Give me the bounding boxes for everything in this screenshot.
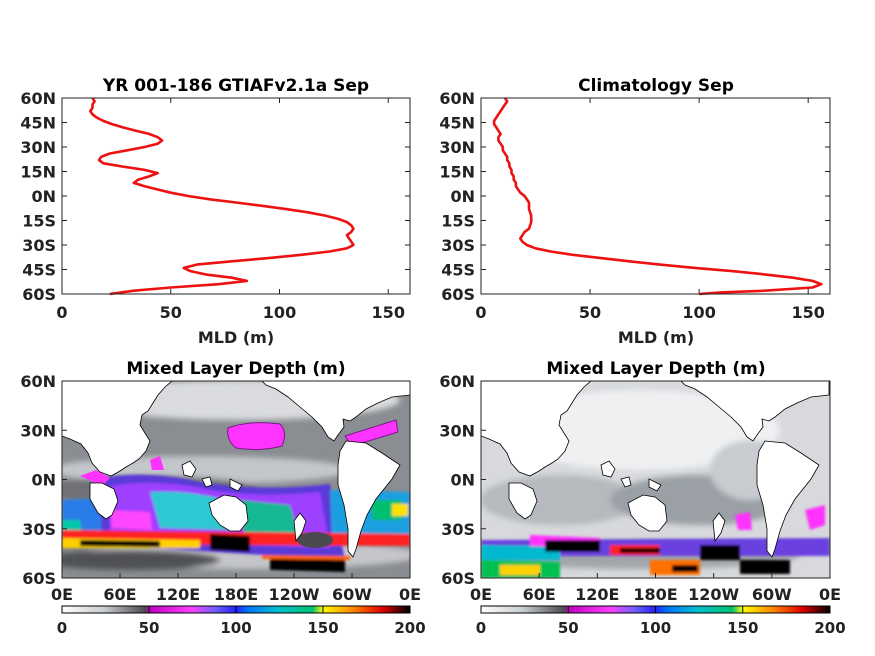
profile-left-x-ticks: 0 50 100 150 <box>56 98 405 322</box>
map-x-tick-label: 120W <box>268 585 319 604</box>
colorbar-tick-label: 200 <box>814 619 845 637</box>
x-tick-label: 0 <box>56 303 67 322</box>
colorbar-right-ticks: 0 50 100 150 200 <box>476 606 846 637</box>
y-tick-label: 15N <box>20 163 56 182</box>
map-x-tick-label: 0E <box>470 585 492 604</box>
y-tick-label: 15S <box>441 212 475 231</box>
y-tick-label: 15N <box>439 163 475 182</box>
map-right-field <box>481 381 830 578</box>
colorbar-tick-label: 0 <box>57 619 67 637</box>
profile-chart-right: Climatology Sep 60N45N30N15N0N15S30S45S6… <box>439 76 831 347</box>
colorbar-tick-label: 100 <box>640 619 671 637</box>
y-tick-label: 0N <box>450 187 475 206</box>
map-y-tick-label: 30S <box>22 520 56 539</box>
y-tick-label: 30S <box>441 236 475 255</box>
x-tick-label: 50 <box>579 303 601 322</box>
y-tick-label: 15S <box>22 212 56 231</box>
x-tick-label: 100 <box>263 303 296 322</box>
y-tick-label: 60S <box>441 285 475 304</box>
mld-profile-line <box>492 97 823 296</box>
map-left-title: Mixed Layer Depth (m) <box>126 359 345 379</box>
profile-left-xlabel: MLD (m) <box>198 328 274 347</box>
map-x-tick-label: 180E <box>214 585 258 604</box>
map-y-tick-label: 30N <box>20 421 56 440</box>
profile-left-frame <box>61 97 411 295</box>
map-x-tick-label: 60W <box>752 585 792 604</box>
profile-left-series <box>89 97 355 296</box>
colorbar-tick-label: 100 <box>220 619 251 637</box>
y-tick-label: 0N <box>31 187 56 206</box>
map-x-tick-label: 120W <box>688 585 739 604</box>
y-tick-label: 45S <box>441 261 475 280</box>
map-x-tick-label: 60W <box>332 585 372 604</box>
map-x-tick-label: 60E <box>523 585 556 604</box>
map-y-tick-label: 60S <box>22 569 56 588</box>
x-tick-label: 0 <box>475 303 486 322</box>
y-tick-label: 30N <box>439 138 475 157</box>
map-left-y-ticks: 60N 30N 0N 30S 60S <box>20 372 67 588</box>
colorbar-tick-label: 150 <box>727 619 758 637</box>
map-x-tick-label: 120E <box>156 585 200 604</box>
map-x-tick-label: 120E <box>575 585 619 604</box>
map-right-title: Mixed Layer Depth (m) <box>546 359 765 379</box>
colorbar-left-ticks: 0 50 100 150 200 <box>57 606 426 637</box>
map-y-tick-label: 30N <box>439 421 475 440</box>
map-x-tick-label: 0E <box>819 585 841 604</box>
profile-right-series <box>492 97 823 296</box>
profile-right-frame <box>480 97 831 295</box>
x-tick-label: 150 <box>372 303 405 322</box>
map-y-tick-label: 60N <box>439 372 475 391</box>
y-tick-label: 45N <box>20 114 56 133</box>
profile-right-title: Climatology Sep <box>578 76 734 96</box>
x-tick-label: 150 <box>791 303 824 322</box>
profile-right-x-ticks: 0 50 100 150 <box>475 98 825 322</box>
map-x-tick-label: 180E <box>633 585 677 604</box>
profile-right-y-ticks: 60N 45N 30N 15N 0N 15S 30S 45S 60S <box>439 89 830 304</box>
mld-map-left: Mixed Layer Depth (m) <box>20 359 421 604</box>
y-tick-label: 60N <box>20 89 56 108</box>
map-y-tick-label: 0N <box>31 471 56 490</box>
map-x-tick-label: 60E <box>103 585 136 604</box>
x-tick-label: 50 <box>160 303 182 322</box>
y-tick-label: 60S <box>22 285 56 304</box>
mld-profile-line <box>89 97 355 296</box>
map-left-x-ticks: 0E 60E 120E 180E 120W 60W 0E <box>51 573 421 604</box>
map-right-y-ticks: 60N 30N 0N 30S 60S <box>439 372 486 588</box>
x-tick-label: 100 <box>682 303 715 322</box>
map-right-x-ticks: 0E 60E 120E 180E 120W 60W 0E <box>470 573 841 604</box>
map-x-tick-label: 0E <box>51 585 73 604</box>
map-y-tick-label: 60S <box>441 569 475 588</box>
profile-right-xlabel: MLD (m) <box>618 328 694 347</box>
colorbar-right: 0 50 100 150 200 <box>476 605 846 637</box>
map-y-tick-label: 60N <box>20 372 56 391</box>
map-y-tick-label: 30S <box>441 520 475 539</box>
map-y-tick-label: 0N <box>450 471 475 490</box>
colorbar-tick-label: 0 <box>476 619 486 637</box>
profile-left-title: YR 001-186 GTIAFv2.1a Sep <box>102 76 369 96</box>
y-tick-label: 45N <box>439 114 475 133</box>
colorbar-tick-label: 50 <box>558 619 579 637</box>
y-tick-label: 60N <box>439 89 475 108</box>
map-x-tick-label: 0E <box>399 585 421 604</box>
profile-left-y-ticks: 60N 45N 30N 15N 0N 15S 30S 45S 60S <box>20 89 410 304</box>
colorbar-tick-label: 150 <box>307 619 338 637</box>
profile-chart-left: YR 001-186 GTIAFv2.1a Sep 60N 45N 30N 15N 0N… <box>20 76 411 347</box>
y-tick-label: 45S <box>22 261 56 280</box>
colorbar-left: 0 50 100 150 200 <box>57 605 426 637</box>
y-tick-label: 30N <box>20 138 56 157</box>
colorbar-tick-label: 200 <box>394 619 425 637</box>
mld-map-right: Mixed Layer Depth (m) <box>439 359 841 604</box>
colorbar-tick-label: 50 <box>139 619 160 637</box>
map-left-field <box>62 381 410 578</box>
y-tick-label: 30S <box>22 236 56 255</box>
